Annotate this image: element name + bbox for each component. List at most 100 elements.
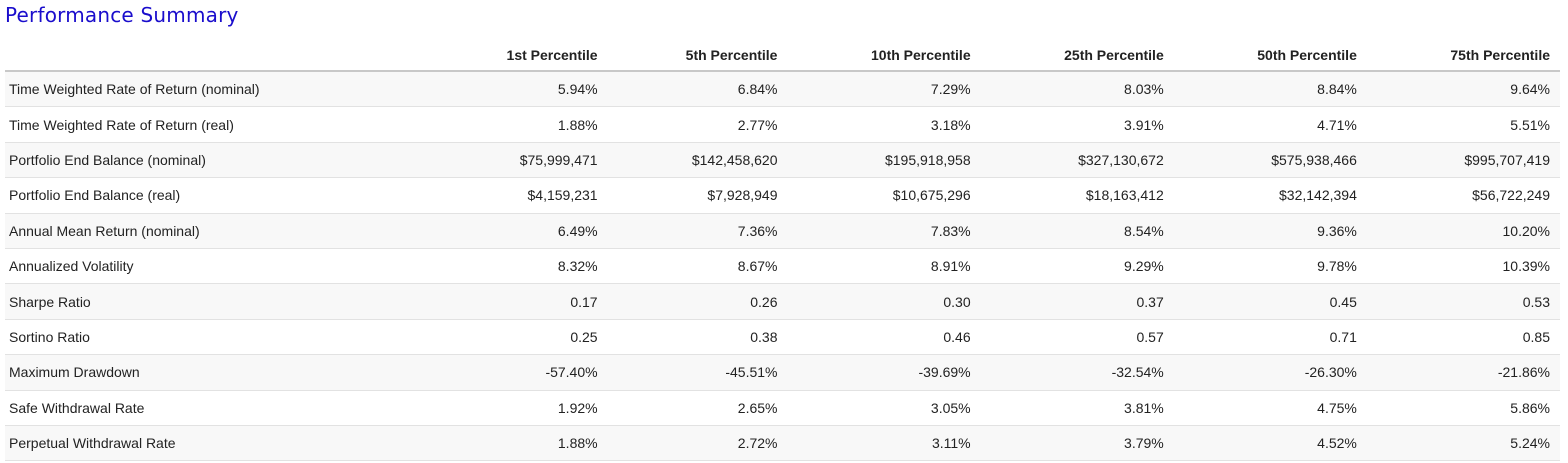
table-cell: 0.71 <box>1173 319 1367 356</box>
table-cell: 5.86% <box>1366 390 1560 426</box>
row-label: Portfolio End Balance (nominal) <box>5 142 429 179</box>
table-row: Portfolio End Balance (nominal) $75,999,4… <box>5 142 1560 179</box>
table-body: Time Weighted Rate of Return (nominal) 5.… <box>5 71 1560 462</box>
table-row: Annualized Volatility 8.32% 8.67% 8.91% 9.29… <box>5 248 1560 285</box>
table-cell: 0.30 <box>787 283 981 320</box>
column-header-p5: 5th Percentile <box>607 40 788 72</box>
table-row: Perpetual Withdrawal Rate 1.88% 2.72% 3.11%… <box>5 425 1560 462</box>
row-label: Time Weighted Rate of Return (nominal) <box>5 71 429 108</box>
table-cell: 3.79% <box>980 425 1174 462</box>
table-cell: 0.57 <box>980 319 1174 356</box>
table-cell: -45.51% <box>607 354 788 391</box>
table-cell: $142,458,620 <box>607 142 788 179</box>
table-cell: 0.26 <box>607 283 788 320</box>
table-row: Sortino Ratio 0.25 0.38 0.46 0.57 0.71 0.85 <box>5 319 1560 356</box>
table-cell: 9.36% <box>1173 213 1367 249</box>
table-cell: $32,142,394 <box>1173 177 1367 214</box>
table-cell: 4.75% <box>1173 390 1367 426</box>
table-cell: 7.36% <box>607 213 788 249</box>
table-row: Time Weighted Rate of Return (real) 1.88%… <box>5 106 1560 143</box>
table-cell: 9.64% <box>1366 71 1560 108</box>
table-cell: 9.29% <box>980 248 1174 285</box>
table-cell: 2.65% <box>607 390 788 426</box>
table-cell: 0.17 <box>429 283 608 320</box>
table-cell: $18,163,412 <box>980 177 1174 214</box>
table-row: Time Weighted Rate of Return (nominal) 5.… <box>5 71 1560 108</box>
table-cell: 3.91% <box>980 106 1174 143</box>
table-cell: 0.85 <box>1366 319 1560 356</box>
table-cell: 3.11% <box>787 425 981 462</box>
table-cell: -21.86% <box>1366 354 1560 391</box>
table-cell: 6.84% <box>607 71 788 108</box>
table-cell: -39.69% <box>787 354 981 391</box>
table-cell: $4,159,231 <box>429 177 608 214</box>
table-cell: $327,130,672 <box>980 142 1174 179</box>
table-cell: 0.38 <box>607 319 788 356</box>
row-label: Annualized Volatility <box>5 248 429 285</box>
table-cell: 8.67% <box>607 248 788 285</box>
table-cell: 3.18% <box>787 106 981 143</box>
table-row: Annual Mean Return (nominal) 6.49% 7.36% 7.… <box>5 213 1560 249</box>
table-cell: 4.52% <box>1173 425 1367 462</box>
table-cell: 8.91% <box>787 248 981 285</box>
table-cell: 0.46 <box>787 319 981 356</box>
table-cell: 0.37 <box>980 283 1174 320</box>
row-label: Sharpe Ratio <box>5 283 429 320</box>
table-cell: 3.05% <box>787 390 981 426</box>
table-cell: $195,918,958 <box>787 142 981 179</box>
table-cell: 2.77% <box>607 106 788 143</box>
row-label: Annual Mean Return (nominal) <box>5 213 429 249</box>
table-cell: 5.51% <box>1366 106 1560 143</box>
table-cell: 10.20% <box>1366 213 1560 249</box>
row-label: Portfolio End Balance (real) <box>5 177 429 214</box>
table-cell: -32.54% <box>980 354 1174 391</box>
row-label: Perpetual Withdrawal Rate <box>5 425 429 462</box>
table-cell: 8.84% <box>1173 71 1367 108</box>
table-row: Maximum Drawdown -57.40% -45.51% -39.69% -32… <box>5 354 1560 391</box>
table-cell: 2.72% <box>607 425 788 462</box>
table-header: 1st Percentile 5th Percentile 10th Perce… <box>5 40 1560 72</box>
column-header-metric <box>5 40 429 72</box>
section-title: Performance Summary <box>5 3 239 27</box>
table-cell: $56,722,249 <box>1366 177 1560 214</box>
column-header-p1: 1st Percentile <box>429 40 608 72</box>
table-cell: 0.25 <box>429 319 608 356</box>
table-cell: 9.78% <box>1173 248 1367 285</box>
column-header-p75: 75th Percentile <box>1366 40 1560 72</box>
table-cell: 8.03% <box>980 71 1174 108</box>
table-cell: 7.29% <box>787 71 981 108</box>
table-cell: 8.54% <box>980 213 1174 249</box>
column-header-p50: 50th Percentile <box>1173 40 1367 72</box>
table-cell: 0.45 <box>1173 283 1367 320</box>
row-label: Time Weighted Rate of Return (real) <box>5 106 429 143</box>
row-label: Safe Withdrawal Rate <box>5 390 429 426</box>
table-cell: 0.53 <box>1366 283 1560 320</box>
table-row: Sharpe Ratio 0.17 0.26 0.30 0.37 0.45 0.53 <box>5 283 1560 320</box>
table-cell: 6.49% <box>429 213 608 249</box>
table-cell: 5.94% <box>429 71 608 108</box>
table-cell: 1.92% <box>429 390 608 426</box>
table-cell: $995,707,419 <box>1366 142 1560 179</box>
table-cell: -57.40% <box>429 354 608 391</box>
table-cell: 1.88% <box>429 106 608 143</box>
performance-summary-table: 1st Percentile 5th Percentile 10th Perce… <box>5 40 1560 462</box>
table-cell: 1.88% <box>429 425 608 462</box>
table-cell: 4.71% <box>1173 106 1367 143</box>
table-cell: $10,675,296 <box>787 177 981 214</box>
table-cell: 10.39% <box>1366 248 1560 285</box>
table-cell: 5.24% <box>1366 425 1560 462</box>
column-header-p10: 10th Percentile <box>787 40 981 72</box>
table-cell: 8.32% <box>429 248 608 285</box>
column-header-p25: 25th Percentile <box>980 40 1174 72</box>
table-cell: 7.83% <box>787 213 981 249</box>
row-label: Sortino Ratio <box>5 319 429 356</box>
header-row: 1st Percentile 5th Percentile 10th Perce… <box>5 40 1560 72</box>
row-label: Maximum Drawdown <box>5 354 429 391</box>
table-cell: $75,999,471 <box>429 142 608 179</box>
table-row: Safe Withdrawal Rate 1.92% 2.65% 3.05% 3.81%… <box>5 390 1560 426</box>
table-cell: $575,938,466 <box>1173 142 1367 179</box>
table-cell: $7,928,949 <box>607 177 788 214</box>
table-cell: -26.30% <box>1173 354 1367 391</box>
table-row: Portfolio End Balance (real) $4,159,231 $7… <box>5 177 1560 214</box>
